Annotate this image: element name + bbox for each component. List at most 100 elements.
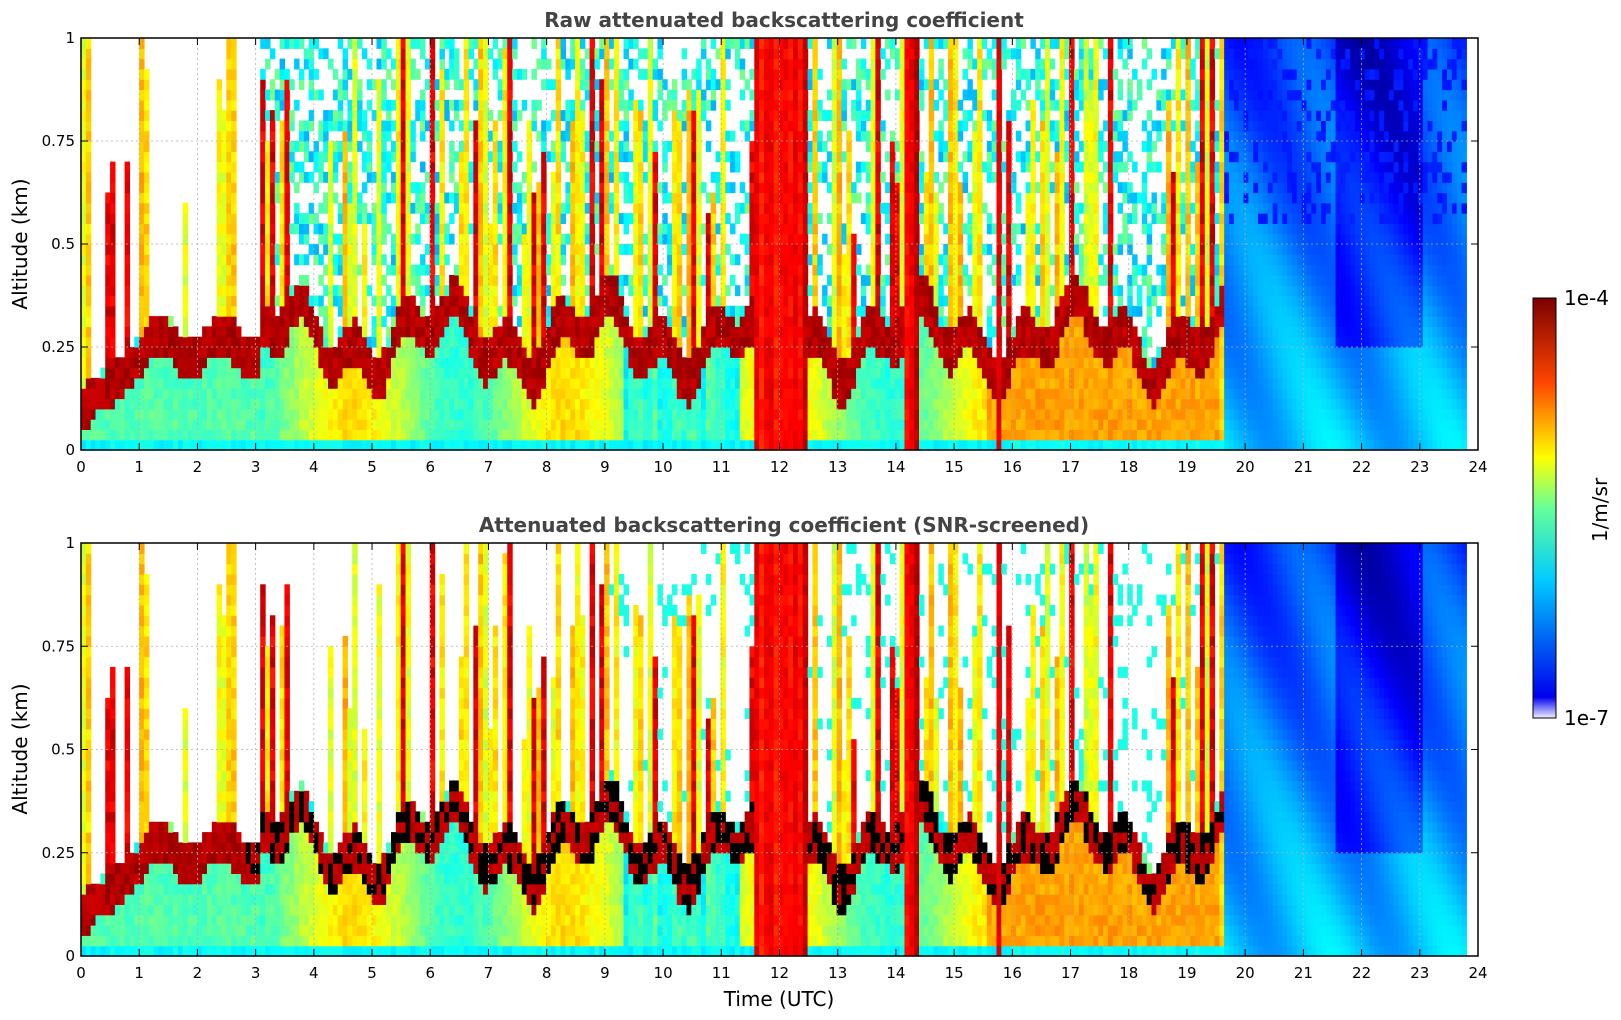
heatmap-cell xyxy=(705,68,712,80)
heatmap-cell xyxy=(797,79,804,91)
heatmap-cell xyxy=(294,141,300,152)
heatmap-cell xyxy=(381,295,387,307)
heatmap-cell xyxy=(778,58,784,70)
heatmap-cell xyxy=(328,326,334,338)
heatmap-cell xyxy=(143,254,150,266)
heatmap-cell xyxy=(759,182,765,194)
heatmap-cell xyxy=(323,223,329,235)
heatmap-cell xyxy=(754,357,760,369)
heatmap-cell xyxy=(400,285,407,297)
heatmap-cell xyxy=(623,120,629,132)
heatmap-cell xyxy=(492,336,499,348)
heatmap-cell xyxy=(797,274,804,286)
heatmap-cell xyxy=(812,398,818,410)
heatmap-cell xyxy=(444,347,450,358)
heatmap-cell xyxy=(822,429,828,441)
heatmap-cell xyxy=(352,161,358,173)
heatmap-cell xyxy=(657,357,663,369)
heatmap-cell xyxy=(395,110,402,121)
heatmap-cell xyxy=(284,254,290,266)
heatmap-cell xyxy=(671,357,678,369)
heatmap-cell xyxy=(691,99,697,111)
heatmap-cell xyxy=(265,192,271,204)
heatmap-cell xyxy=(778,377,784,389)
heatmap-cell xyxy=(589,285,596,297)
heatmap-cell xyxy=(836,79,843,91)
heatmap-cell xyxy=(715,357,721,369)
heatmap-cell xyxy=(778,151,784,163)
heatmap-cell xyxy=(168,357,174,369)
heatmap-cell xyxy=(899,429,906,441)
heatmap-cell xyxy=(894,326,901,338)
heatmap-cell xyxy=(570,274,576,286)
heatmap-cell xyxy=(696,419,702,430)
heatmap-cell xyxy=(667,439,673,451)
heatmap-cell xyxy=(817,439,823,451)
heatmap-cell xyxy=(575,38,581,49)
heatmap-cell xyxy=(274,182,281,194)
heatmap-cell xyxy=(371,244,378,255)
heatmap-cell xyxy=(81,48,87,60)
heatmap-cell xyxy=(143,213,150,224)
heatmap-cell xyxy=(817,171,823,183)
heatmap-cell xyxy=(851,99,857,111)
heatmap-cell xyxy=(865,336,872,348)
heatmap-cell xyxy=(807,161,814,173)
heatmap-cell xyxy=(579,213,586,224)
heatmap-cell xyxy=(797,99,804,111)
heatmap-cell xyxy=(163,357,169,369)
heatmap-cell xyxy=(662,110,668,121)
heatmap-cell xyxy=(788,264,794,276)
heatmap-cell xyxy=(177,367,184,379)
heatmap-cell xyxy=(822,171,828,183)
heatmap-cell xyxy=(899,357,906,369)
heatmap-cell xyxy=(768,213,775,224)
heatmap-cell xyxy=(395,99,402,111)
heatmap-cell xyxy=(638,336,644,348)
heatmap-cell xyxy=(487,264,494,276)
heatmap-cell xyxy=(497,110,504,121)
heatmap-cell xyxy=(768,68,775,80)
heatmap-cell xyxy=(555,110,562,121)
heatmap-cell xyxy=(473,254,479,266)
heatmap-cell xyxy=(734,439,741,451)
heatmap-cell xyxy=(555,295,562,307)
heatmap-cell xyxy=(269,388,276,400)
heatmap-cell xyxy=(807,398,814,410)
heatmap-cell xyxy=(783,285,789,297)
heatmap-cell xyxy=(512,439,518,451)
heatmap-cell xyxy=(889,171,896,183)
heatmap-cell xyxy=(357,99,363,111)
heatmap-cell xyxy=(768,388,775,400)
heatmap-cell xyxy=(410,347,416,358)
heatmap-cell xyxy=(337,110,344,121)
heatmap-cell xyxy=(483,171,489,183)
heatmap-cell xyxy=(328,285,334,297)
heatmap-cell xyxy=(85,110,92,121)
heatmap-cell xyxy=(85,305,92,317)
heatmap-cell xyxy=(502,171,508,183)
heatmap-cell xyxy=(420,295,426,307)
heatmap-cell xyxy=(260,429,266,441)
heatmap-cell xyxy=(395,120,402,132)
heatmap-cell xyxy=(836,68,843,80)
heatmap-cell xyxy=(274,326,281,338)
heatmap-cell xyxy=(526,244,533,255)
heatmap-cell xyxy=(507,244,513,255)
heatmap-cell xyxy=(439,223,445,235)
heatmap-cell xyxy=(681,120,688,132)
heatmap-cell xyxy=(289,419,295,430)
heatmap-cell xyxy=(410,130,416,142)
heatmap-cell xyxy=(371,223,378,235)
heatmap-cell xyxy=(604,120,610,132)
heatmap-cell xyxy=(623,326,629,338)
heatmap-cell xyxy=(478,171,484,183)
heatmap-cell xyxy=(250,419,256,430)
heatmap-cell xyxy=(531,336,537,348)
heatmap-cell xyxy=(260,130,266,142)
heatmap-cell xyxy=(909,110,915,121)
heatmap-cell xyxy=(555,171,562,183)
heatmap-cell xyxy=(584,233,591,245)
heatmap-cell xyxy=(681,213,688,224)
heatmap-cell xyxy=(613,347,620,358)
